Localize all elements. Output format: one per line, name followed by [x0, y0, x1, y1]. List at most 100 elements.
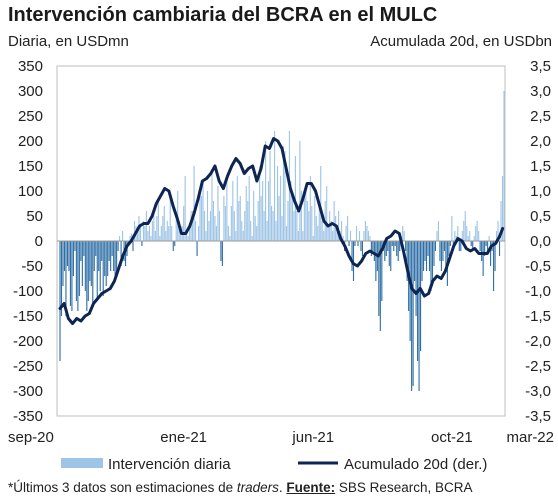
bar	[335, 216, 337, 241]
bar	[206, 191, 209, 241]
right-tick-label: -1,5	[525, 308, 551, 325]
bar	[69, 241, 71, 306]
bar	[291, 196, 293, 241]
bar	[469, 231, 471, 241]
bar	[203, 211, 206, 241]
bar	[151, 221, 153, 241]
footnote-italic: traders	[236, 480, 279, 495]
bar	[200, 196, 203, 241]
bar	[133, 221, 136, 241]
bar	[132, 241, 134, 251]
bar	[111, 241, 113, 256]
footnote-middle: .	[278, 480, 287, 495]
bar	[136, 231, 139, 241]
left-tick-label: -100	[13, 283, 43, 300]
bar	[314, 196, 316, 241]
bar	[448, 241, 450, 256]
bar	[299, 141, 301, 241]
bar	[166, 221, 168, 241]
bar	[195, 221, 197, 241]
bar	[165, 231, 167, 241]
right-tick-label: 3,0	[530, 83, 551, 100]
right-tick-label: 0,5	[530, 208, 551, 225]
bar	[385, 241, 387, 256]
x-tick-label: oct-21	[431, 429, 473, 446]
bar	[266, 221, 268, 241]
bar	[405, 241, 407, 251]
bar	[68, 241, 70, 271]
bar	[475, 226, 477, 241]
bar	[317, 226, 319, 241]
right-tick-label: 2,5	[530, 108, 551, 125]
bar	[431, 241, 434, 286]
x-tick-label: ene-21	[160, 429, 207, 446]
bar	[184, 176, 186, 241]
bar	[93, 241, 95, 271]
bar	[253, 191, 255, 241]
bar	[96, 241, 98, 301]
bar	[393, 241, 395, 251]
bar	[422, 241, 425, 271]
left-tick-label: -300	[13, 383, 43, 400]
bar	[247, 201, 249, 241]
bar	[347, 216, 349, 241]
bar	[241, 221, 243, 241]
bar	[260, 196, 262, 241]
bar	[156, 216, 158, 241]
bar	[311, 206, 313, 241]
bar	[466, 226, 468, 241]
bar	[282, 146, 285, 241]
bar	[160, 226, 162, 241]
left-tick-label: -350	[13, 408, 43, 425]
bar	[221, 241, 223, 266]
bar	[110, 241, 112, 271]
bar	[232, 181, 234, 241]
bar	[451, 216, 453, 241]
bar	[81, 241, 83, 286]
bar	[122, 231, 124, 241]
bar	[262, 181, 264, 241]
bar	[142, 221, 144, 241]
bar	[279, 176, 282, 241]
bar	[215, 226, 217, 241]
bar	[478, 231, 480, 241]
bar	[74, 241, 76, 251]
bar	[172, 241, 174, 251]
bar	[236, 176, 238, 241]
bar	[60, 241, 63, 316]
bar	[251, 236, 253, 241]
bar	[443, 241, 445, 251]
bar	[457, 226, 459, 241]
bar	[159, 236, 161, 241]
bar	[484, 241, 486, 256]
bar	[95, 241, 97, 256]
bar	[205, 231, 207, 241]
bar	[378, 241, 380, 316]
bar	[387, 241, 389, 251]
left-tick-label: -200	[13, 333, 43, 350]
bar	[332, 231, 334, 241]
bar	[498, 241, 501, 256]
bar	[162, 216, 164, 241]
bar	[473, 236, 475, 241]
bar	[364, 221, 366, 241]
bar	[326, 186, 328, 241]
bar	[369, 236, 371, 241]
bar	[141, 241, 143, 246]
bar	[293, 211, 295, 241]
bar	[193, 166, 195, 241]
bar	[163, 206, 165, 241]
bar	[402, 226, 404, 241]
bar	[503, 91, 505, 241]
legend-bar-swatch	[61, 458, 103, 468]
chart-title: Intervención cambiaria del BCRA en el MU…	[8, 4, 438, 26]
bar	[92, 241, 94, 306]
bar	[485, 241, 487, 246]
bar	[265, 141, 267, 241]
bar	[183, 206, 185, 241]
bar	[287, 201, 289, 241]
bar	[116, 241, 118, 276]
bar	[245, 186, 247, 241]
right-tick-label: -0,5	[525, 258, 551, 275]
bar	[233, 211, 235, 241]
